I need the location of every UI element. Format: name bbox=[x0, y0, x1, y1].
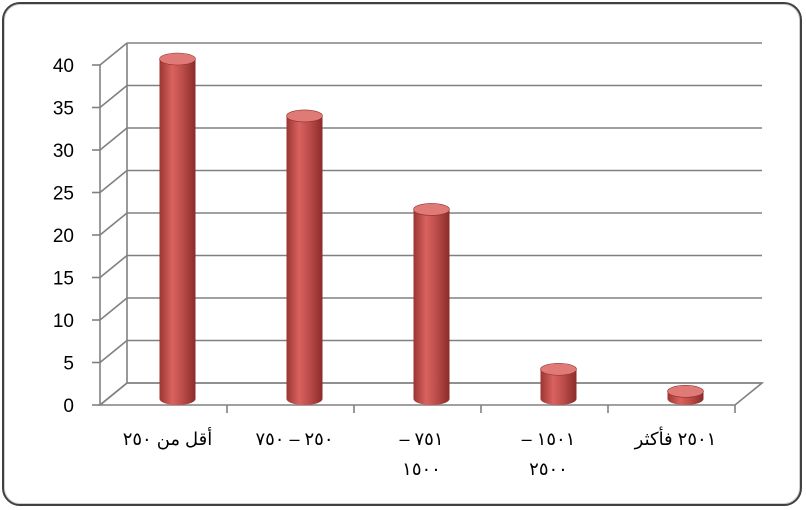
y-tick-label: 10 bbox=[53, 311, 74, 332]
bar-top bbox=[159, 52, 196, 66]
bar-4 bbox=[540, 362, 577, 405]
gridline-side bbox=[99, 297, 128, 321]
x-tick-line: ٢٥٠ – ٧٥٠ bbox=[255, 429, 333, 449]
bar-body bbox=[286, 115, 323, 405]
y-tick-label: 30 bbox=[53, 141, 74, 162]
y-tick-labels: 0 5 10 15 20 25 30 35 40 bbox=[53, 56, 74, 417]
bar-5 bbox=[667, 385, 704, 405]
x-tick-label: ١٥٠١ – ٢٥٠٠ bbox=[522, 429, 576, 479]
bar-1 bbox=[159, 52, 196, 405]
x-tick-label: ٢٥٠ – ٧٥٠ bbox=[255, 429, 333, 449]
x-tick-label: أقل من ٢٥٠ bbox=[123, 427, 213, 450]
x-tick-line: ١٥٠١ – bbox=[522, 429, 576, 449]
bar-body bbox=[159, 59, 196, 405]
y-tick-label: 5 bbox=[63, 354, 74, 375]
bar-top bbox=[667, 385, 704, 398]
gridline-side bbox=[99, 212, 128, 236]
x-tick-line: ١٥٠٠ bbox=[402, 459, 441, 479]
x-tick-labels: أقل من ٢٥٠ ٢٥٠ – ٧٥٠ ٧٥١ – ١٥٠٠ ١٥٠١ – ٢٥٠٠ ٢٥… bbox=[123, 426, 717, 479]
gridline-side bbox=[99, 339, 128, 364]
bar-3 bbox=[413, 203, 450, 405]
y-tick-label: 35 bbox=[53, 99, 74, 120]
bar-top bbox=[413, 203, 450, 216]
gridline-side bbox=[99, 127, 128, 151]
gridline-side bbox=[99, 254, 128, 279]
y-tick-label: 15 bbox=[53, 269, 74, 290]
y-tick-label: 25 bbox=[53, 184, 74, 205]
bar-body bbox=[413, 209, 450, 405]
bars bbox=[159, 52, 704, 405]
gridline-side bbox=[99, 84, 128, 109]
x-tick-line: ٢٥٠٠ bbox=[529, 459, 568, 479]
x-tick-line: ٢٥٠١ فأكثر bbox=[634, 426, 717, 450]
x-tick-line: ٧٥١ – bbox=[399, 429, 443, 449]
x-tick-line: أقل من ٢٥٠ bbox=[123, 427, 213, 450]
axes bbox=[92, 43, 765, 413]
bar-body bbox=[540, 369, 577, 405]
y-tick-label: 0 bbox=[63, 396, 74, 417]
gridline-side bbox=[99, 169, 128, 194]
floor-plane bbox=[97, 382, 765, 406]
gridline-side bbox=[99, 42, 128, 66]
y-tick-label: 20 bbox=[53, 226, 74, 247]
bar-top bbox=[540, 362, 577, 376]
bar-2 bbox=[286, 109, 323, 405]
x-tick-label: ٧٥١ – ١٥٠٠ bbox=[399, 429, 443, 479]
y-tick-label: 40 bbox=[53, 56, 74, 77]
bar-top bbox=[286, 109, 323, 123]
x-tick-label: ٢٥٠١ فأكثر bbox=[634, 426, 717, 450]
